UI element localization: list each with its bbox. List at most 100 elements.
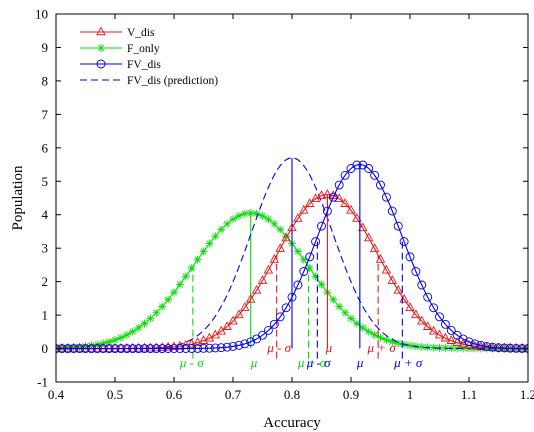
- x-tick-label: 0.8: [284, 387, 300, 402]
- data-point: [488, 342, 498, 352]
- x-tick-label: 1.1: [461, 387, 477, 402]
- data-point: [511, 343, 521, 353]
- data-point: [364, 327, 373, 336]
- legend-label: FV_dis: [127, 59, 161, 71]
- data-point: [245, 293, 256, 303]
- legend: V_dis F_only FV_dis FV_dis (prediction): [80, 26, 218, 87]
- legend-item: F_only: [80, 43, 160, 55]
- data-point: [96, 59, 106, 69]
- data-point: [128, 327, 137, 336]
- y-tick-label: 5: [42, 174, 49, 189]
- data-point: [381, 264, 392, 274]
- data-point: [270, 219, 279, 228]
- data-point: [157, 344, 167, 353]
- data-point: [263, 264, 274, 274]
- data-point: [364, 164, 374, 173]
- data-point: [505, 343, 515, 353]
- data-point: [111, 335, 119, 344]
- y-tick-label: 0: [42, 341, 49, 356]
- data-point: [352, 160, 362, 170]
- data-point: [164, 295, 173, 304]
- data-point: [299, 204, 309, 214]
- y-tick-label: 6: [42, 140, 49, 155]
- data-point: [140, 319, 149, 328]
- data-point: [86, 344, 96, 353]
- data-point: [122, 330, 131, 339]
- data-point: [181, 272, 190, 281]
- data-point: [216, 343, 226, 353]
- data-point: [140, 344, 149, 353]
- data-point: [246, 337, 256, 347]
- data-point: [358, 222, 368, 232]
- x-tick-label: 0.9: [343, 387, 359, 402]
- data-point: [494, 343, 503, 353]
- data-point: [429, 303, 439, 313]
- data-point: [411, 267, 421, 276]
- data-point: [446, 325, 456, 335]
- x-axis-title: Accuracy: [263, 415, 321, 431]
- data-point: [305, 252, 315, 262]
- data-point: [293, 213, 303, 222]
- data-point: [464, 337, 474, 347]
- data-point: [240, 302, 250, 311]
- data-point: [317, 221, 326, 231]
- data-point: [116, 344, 126, 353]
- data-point: [287, 222, 297, 232]
- data-point: [96, 26, 106, 36]
- legend-label: F_only: [127, 43, 160, 55]
- data-point: [334, 180, 344, 190]
- data-point: [211, 232, 220, 241]
- data-point: [98, 344, 108, 353]
- data-point: [482, 341, 492, 351]
- y-tick-label: 4: [42, 207, 49, 222]
- data-point: [210, 343, 220, 353]
- data-point: [223, 219, 232, 228]
- legend-item: FV_dis: [80, 59, 161, 71]
- data-point: [328, 192, 338, 202]
- data-point: [304, 198, 315, 207]
- data-point: [417, 280, 427, 290]
- data-point: [146, 314, 155, 323]
- legend-item: V_dis: [80, 26, 155, 39]
- y-tick-label: 3: [42, 241, 49, 256]
- data-point: [405, 302, 415, 311]
- data-point: [240, 209, 249, 218]
- data-point: [417, 315, 427, 325]
- data-point: [104, 344, 114, 353]
- data-point: [476, 340, 486, 350]
- data-point: [434, 329, 445, 339]
- data-point: [187, 344, 197, 353]
- data-point: [275, 312, 285, 322]
- data-point: [316, 190, 327, 199]
- data-point: [193, 255, 202, 264]
- data-point: [217, 225, 226, 234]
- data-point: [340, 198, 350, 207]
- data-point: [281, 303, 291, 313]
- data-point: [405, 252, 415, 262]
- data-point: [192, 337, 203, 346]
- data-point: [387, 206, 397, 216]
- y-tick-label: -1: [37, 375, 48, 390]
- sigma-annotation: μ: [250, 355, 258, 370]
- data-point: [311, 237, 321, 247]
- data-point: [370, 170, 380, 180]
- data-point: [145, 344, 155, 353]
- data-point: [175, 344, 185, 353]
- y-tick-label: 1: [42, 308, 49, 323]
- data-point: [440, 319, 450, 329]
- data-point: [293, 280, 303, 290]
- data-point: [229, 215, 237, 224]
- data-point: [193, 343, 203, 353]
- data-point: [381, 192, 391, 202]
- data-point: [287, 292, 297, 302]
- data-point: [311, 272, 320, 281]
- sigma-annotation: μ: [356, 355, 364, 370]
- data-point: [393, 221, 403, 231]
- data-point: [69, 344, 79, 353]
- data-point: [269, 319, 279, 329]
- data-point: [435, 312, 444, 322]
- data-point: [275, 243, 285, 252]
- data-point: [257, 275, 268, 284]
- data-point: [240, 339, 250, 349]
